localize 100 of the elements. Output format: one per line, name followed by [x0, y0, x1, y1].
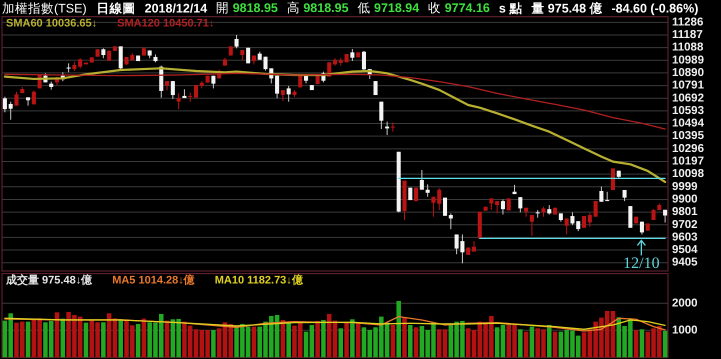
- bar: [142, 318, 146, 358]
- bar: [211, 330, 216, 358]
- candlestick: [454, 234, 459, 255]
- candlestick: [246, 47, 250, 64]
- text: SMA60 10036.65↓: [6, 18, 98, 30]
- bar: [530, 326, 534, 358]
- y-tick-label: 2000: [672, 297, 698, 310]
- bar: [338, 328, 344, 358]
- text: s 點: [498, 1, 522, 16]
- candlestick: [390, 122, 395, 132]
- bar: [252, 326, 256, 358]
- candlestick: [448, 212, 453, 230]
- candlestick: [564, 218, 569, 235]
- candlestick: [32, 90, 36, 105]
- text: MA5 1014.28↓億: [112, 274, 196, 287]
- y-tick-label: 10593: [672, 104, 704, 117]
- bar: [634, 330, 638, 358]
- y-tick-label: 10395: [672, 130, 705, 142]
- bar: [84, 322, 88, 358]
- bar: [547, 324, 552, 358]
- candlestick: [101, 48, 106, 59]
- candlestick: [385, 121, 390, 136]
- candlestick: [628, 206, 632, 228]
- bar: [396, 300, 401, 358]
- text: 成交量 975.48↓億: [5, 274, 94, 287]
- chart-title: 加權指數(TSE): [2, 1, 87, 16]
- candlestick: [420, 170, 424, 190]
- candlestick: [379, 101, 384, 130]
- bar: [280, 320, 286, 358]
- candlestick: [530, 214, 534, 236]
- bar: [344, 322, 349, 358]
- y-tick-label: 9801: [672, 206, 698, 218]
- y-tick-label: 10197: [672, 156, 704, 168]
- bar: [321, 320, 326, 358]
- bar: [518, 329, 523, 358]
- bar: [662, 330, 668, 358]
- candlestick: [107, 49, 112, 62]
- bar: [402, 317, 407, 358]
- y-tick-label: 10989: [672, 54, 704, 66]
- bar: [350, 319, 355, 358]
- y-tick-label: 10890: [672, 66, 704, 79]
- y-tick-label: 1000: [672, 324, 698, 336]
- candlestick: [211, 75, 216, 89]
- bar: [552, 332, 558, 358]
- candlestick: [165, 80, 170, 91]
- candlestick: [286, 85, 291, 102]
- bar: [101, 322, 106, 358]
- y-tick-label: 10692: [672, 92, 704, 104]
- candlestick: [408, 187, 412, 201]
- bar: [408, 324, 413, 358]
- candlestick: [443, 197, 448, 216]
- y-tick-label: 10791: [672, 80, 705, 92]
- text: 量 975.48 億: [530, 0, 604, 16]
- candlestick: [280, 90, 285, 102]
- candlestick: [547, 204, 552, 216]
- bar: [118, 319, 123, 358]
- y-tick-label: 9702: [672, 218, 698, 231]
- candlestick: [234, 34, 239, 49]
- bar: [60, 318, 66, 358]
- candlestick: [240, 50, 244, 61]
- candlestick: [500, 198, 505, 216]
- y-tick-label: 11088: [672, 42, 704, 54]
- y-tick-label: 10296: [672, 142, 704, 155]
- candlestick: [506, 198, 511, 211]
- bar: [640, 329, 644, 358]
- bar: [164, 320, 170, 358]
- candlestick: [194, 84, 198, 98]
- y-tick-label: 11187: [672, 29, 703, 42]
- line-series: [4, 67, 666, 184]
- candlestick: [118, 46, 123, 70]
- y-tick-label: 9603: [672, 231, 698, 244]
- candlestick: [663, 209, 668, 224]
- bar: [315, 320, 320, 358]
- candlestick: [460, 234, 464, 264]
- candlestick: [426, 184, 430, 198]
- bar: [524, 332, 528, 358]
- candlestick: [640, 221, 644, 235]
- y-tick-label: 11286: [672, 16, 704, 28]
- text: 2018/12/14: [144, 1, 208, 16]
- candlestick: [14, 91, 19, 106]
- y-tick-label: 9504: [672, 244, 698, 256]
- candlestick: [541, 206, 546, 218]
- text: MA10 1182.73↓億: [214, 274, 304, 287]
- text: 收 9774.16: [428, 1, 490, 16]
- bar: [286, 323, 291, 358]
- text: 高 9818.95: [286, 0, 349, 16]
- candlestick: [518, 196, 522, 213]
- y-tick-label: 10494: [672, 118, 705, 130]
- text: SMA120 10450.71↓: [117, 18, 214, 30]
- y-tick-label: 10098: [672, 168, 705, 180]
- y-tick-label: 9900: [672, 193, 698, 206]
- candlestick: [263, 56, 268, 72]
- candlestick: [350, 48, 354, 62]
- y-tick-label: 9999: [672, 180, 698, 193]
- candlestick: [582, 216, 586, 228]
- y-tick-label: 9405: [672, 256, 698, 269]
- text: 日線圖: [96, 1, 136, 16]
- bar: [356, 323, 360, 358]
- text: -84.60 (-0.86%): [612, 1, 698, 16]
- bar: [136, 324, 140, 358]
